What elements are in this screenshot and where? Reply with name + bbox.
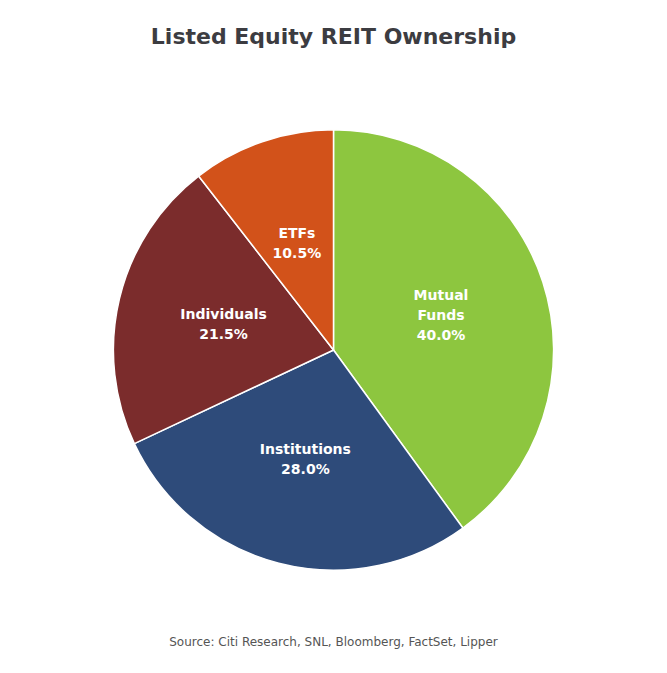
svg-text:Individuals: Individuals [180,306,267,322]
svg-text:Mutual: Mutual [414,287,469,303]
svg-text:Institutions: Institutions [260,441,351,457]
svg-text:Funds: Funds [417,307,464,323]
svg-text:Source: Citi Research, SNL, Bl: Source: Citi Research, SNL, Bloomberg, F… [169,635,498,649]
svg-text:28.0%: 28.0% [281,461,330,477]
svg-text:10.5%: 10.5% [273,245,322,261]
svg-text:Listed Equity REIT Ownership: Listed Equity REIT Ownership [151,24,516,49]
svg-text:ETFs: ETFs [278,225,315,241]
svg-text:21.5%: 21.5% [199,326,248,342]
svg-text:40.0%: 40.0% [417,327,466,343]
